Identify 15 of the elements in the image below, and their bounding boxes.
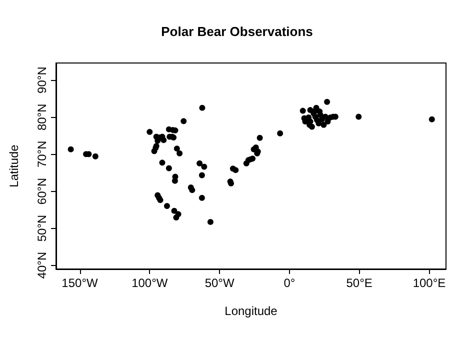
x-axis-title: Longitude [224,304,278,318]
y-axis-title: Latitude [7,144,21,188]
chart-title: Polar Bear Observations [161,24,313,39]
y-tick-label: 80°N [35,104,49,130]
x-tick-label: 100°E [412,276,446,290]
y-tick-label: 70°N [35,140,49,168]
x-tick-label: 50°W [204,276,235,290]
x-tick-label: 50°E [346,276,372,290]
y-tick-label: 60°N [35,178,49,205]
y-tick-label: 50°N [35,214,49,242]
x-tick-label: 100°W [132,276,168,290]
y-tick-label: 40°N [35,252,49,279]
x-tick-label: 0° [284,276,296,290]
x-tick-label: 150°W [62,276,99,290]
y-tick-label: 90°N [35,66,49,94]
